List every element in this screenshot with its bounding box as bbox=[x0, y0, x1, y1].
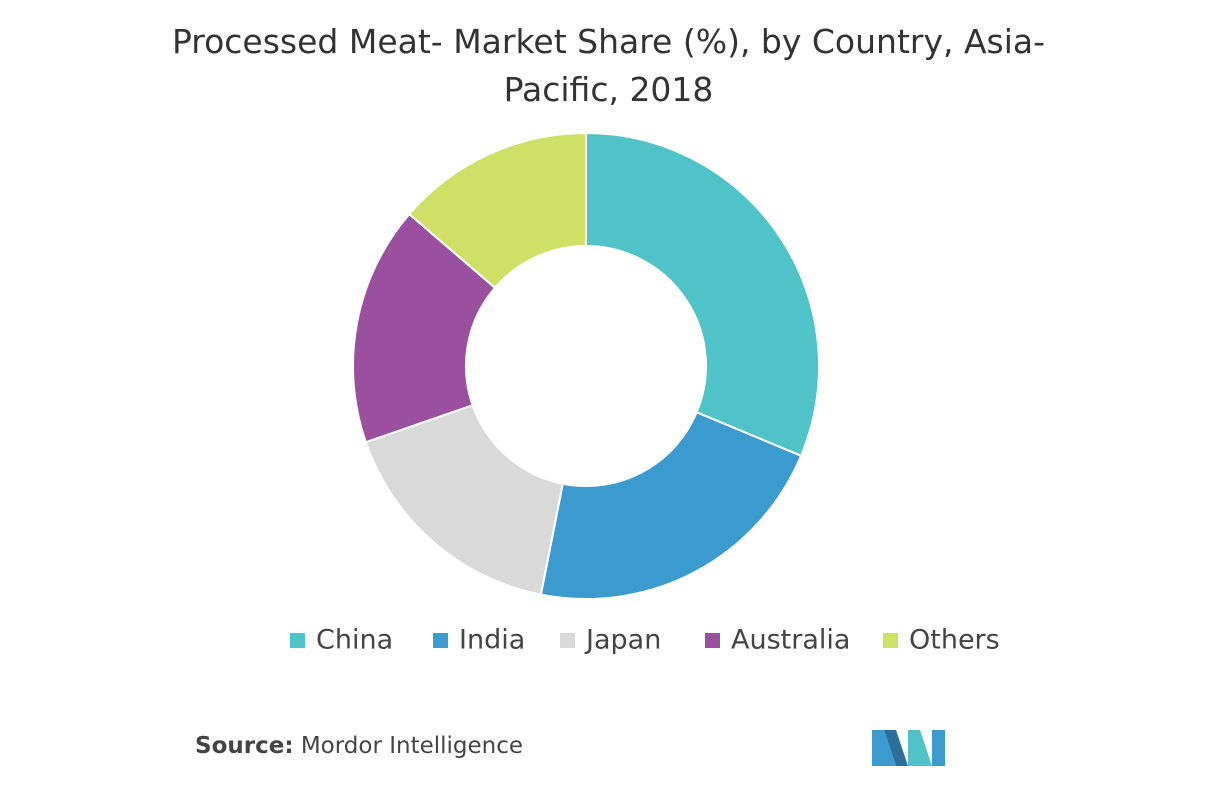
donut-slice bbox=[539, 410, 803, 600]
legend-label: Others bbox=[909, 625, 1000, 656]
logo bbox=[872, 730, 945, 766]
legend-label: Australia bbox=[731, 625, 850, 656]
donut-slice bbox=[352, 212, 497, 444]
legend-label: China bbox=[316, 625, 393, 656]
legend-swatch bbox=[560, 633, 575, 648]
donut-slice bbox=[364, 403, 564, 596]
donut-slice bbox=[585, 131, 820, 458]
logo-part bbox=[872, 730, 896, 766]
legend-label: Japan bbox=[584, 625, 661, 656]
title-box: Processed Meat- Market Share (%), by Cou… bbox=[0, 18, 1217, 114]
source: Source: Mordor Intelligence bbox=[195, 733, 523, 759]
logo-part bbox=[884, 730, 908, 766]
logo-part bbox=[932, 730, 945, 766]
source-text: Mordor Intelligence bbox=[300, 733, 524, 759]
source-label: Source: bbox=[195, 733, 294, 759]
legend-swatch bbox=[433, 633, 448, 648]
legend-label: India bbox=[459, 625, 525, 656]
legend-swatch bbox=[705, 633, 720, 648]
legend-swatch bbox=[290, 633, 305, 648]
logo-part bbox=[908, 730, 932, 766]
legend-swatch bbox=[883, 633, 898, 648]
chart-title: Processed Meat- Market Share (%), by Cou… bbox=[171, 22, 1046, 109]
donut-slice bbox=[407, 131, 587, 290]
